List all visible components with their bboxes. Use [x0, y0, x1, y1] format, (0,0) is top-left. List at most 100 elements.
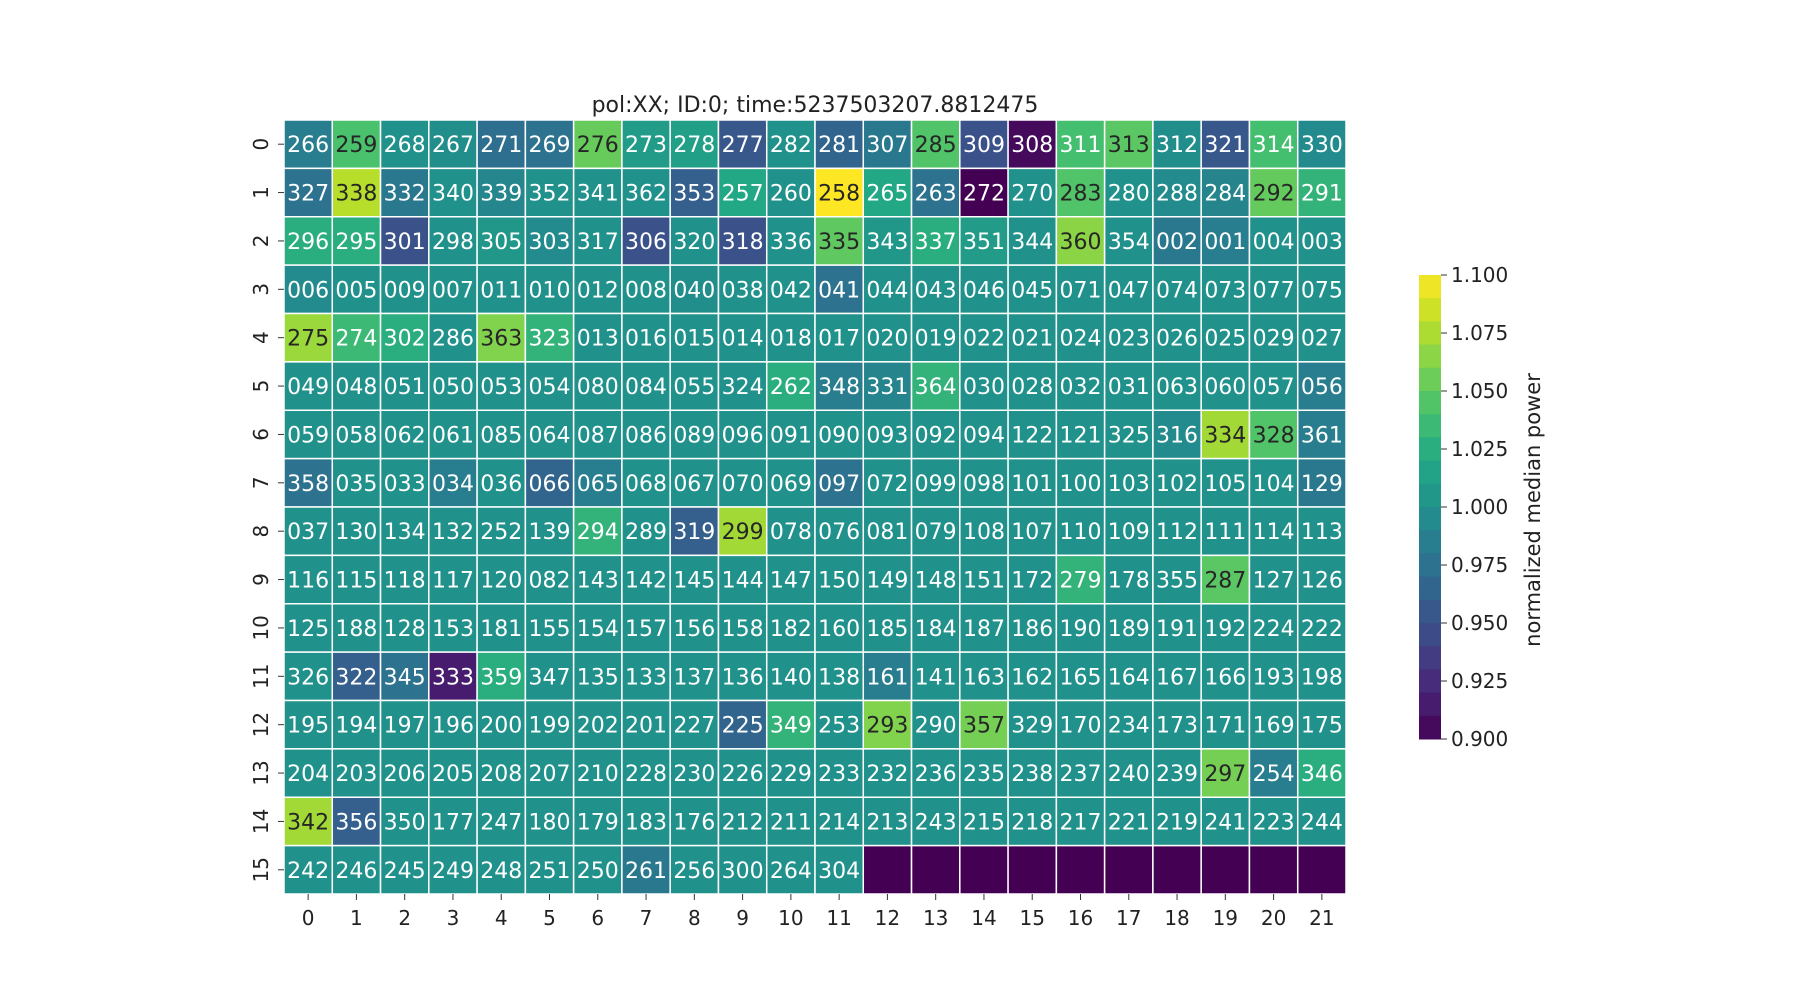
- cell-annotation: 247: [480, 810, 522, 835]
- cell-annotation: 348: [818, 375, 860, 400]
- cell-annotation: 030: [963, 375, 1005, 400]
- cell-annotation: 313: [1108, 133, 1150, 158]
- heatmap-cell: [524, 506, 575, 557]
- cell-annotation: 114: [1253, 520, 1295, 545]
- cell-annotation: 329: [1011, 714, 1053, 739]
- heatmap-cell: [1200, 506, 1251, 557]
- cell-annotation: 138: [818, 665, 860, 690]
- cell-annotation: 038: [722, 278, 764, 303]
- heatmap-cell: [1055, 312, 1106, 363]
- cell-annotation: 328: [1253, 423, 1295, 448]
- heatmap-cell: [1296, 361, 1347, 411]
- x-tick-label: 8: [688, 906, 701, 930]
- cell-annotation: 212: [722, 810, 764, 835]
- x-tick-label: 3: [447, 906, 460, 930]
- heatmap-cell: [1200, 554, 1251, 605]
- heatmap-cell: [910, 167, 961, 218]
- colorbar-segment: [1419, 715, 1441, 740]
- colorbar-segment: [1419, 507, 1441, 531]
- cell-annotation: 133: [625, 665, 667, 690]
- heatmap-cell: [1103, 506, 1154, 557]
- cell-annotation: 251: [529, 859, 571, 884]
- cell-annotation: 342: [287, 810, 329, 835]
- x-tick-label: 17: [1116, 906, 1141, 930]
- cell-annotation: 164: [1108, 665, 1150, 690]
- colorbar-segment: [1419, 344, 1441, 369]
- cell-annotation: 175: [1301, 714, 1343, 739]
- cell-annotation: 002: [1156, 230, 1198, 255]
- cell-annotation: 319: [673, 520, 715, 545]
- cell-annotation: 162: [1011, 665, 1053, 690]
- x-tick-label: 2: [398, 906, 411, 930]
- cell-annotation: 007: [432, 278, 474, 303]
- cell-annotation: 098: [963, 472, 1005, 497]
- heatmap-cell: [959, 264, 1009, 315]
- colorbar-segment: [1419, 483, 1441, 508]
- cell-annotation: 237: [1060, 762, 1102, 787]
- cell-annotation: 167: [1156, 665, 1198, 690]
- y-tick-label: 1: [249, 186, 273, 199]
- cell-annotation: 032: [1060, 375, 1102, 400]
- cell-annotation: 065: [577, 472, 619, 497]
- cell-annotation: 176: [673, 810, 715, 835]
- y-tick-label: 13: [249, 760, 273, 785]
- heatmap-cell: [1055, 506, 1106, 557]
- cell-annotation: 246: [335, 859, 377, 884]
- heatmap-cell: [524, 603, 575, 653]
- cell-annotation: 019: [915, 327, 957, 352]
- cell-annotation: 284: [1204, 182, 1246, 207]
- colorbar-tick-label: 0.950: [1451, 611, 1508, 635]
- cell-annotation: 066: [529, 472, 571, 497]
- cell-annotation: 266: [287, 133, 329, 158]
- cell-annotation: 154: [577, 617, 619, 642]
- cell-annotation: 064: [529, 423, 571, 448]
- cell-annotation: 143: [577, 569, 619, 594]
- heatmap-cell: [621, 554, 671, 605]
- cell-annotation: 337: [915, 230, 957, 255]
- cell-annotation: 105: [1204, 472, 1246, 497]
- heatmap-cell: [476, 506, 527, 557]
- cell-annotation: 335: [818, 230, 860, 255]
- cell-annotation: 078: [770, 520, 812, 545]
- heatmap-cell: [283, 554, 334, 605]
- cell-annotation: 325: [1108, 423, 1150, 448]
- cell-annotation: 055: [673, 375, 715, 400]
- cell-annotation: 141: [915, 665, 957, 690]
- cell-annotation: 137: [673, 665, 715, 690]
- cell-annotation: 170: [1060, 714, 1102, 739]
- heatmap-cell: [283, 699, 334, 750]
- heatmap-cell: [283, 264, 334, 315]
- heatmap-cell: [1248, 119, 1299, 170]
- heatmap-cell: [1055, 216, 1106, 266]
- cell-annotation: 192: [1204, 617, 1246, 642]
- heatmap-cell: [331, 603, 382, 653]
- heatmap-cell: [669, 312, 720, 363]
- heatmap-cell: [1296, 312, 1347, 363]
- heatmap-cell: [1152, 264, 1202, 315]
- cell-annotation: 351: [963, 230, 1005, 255]
- cell-annotation: 134: [384, 520, 426, 545]
- heatmap-cell: [1007, 312, 1058, 363]
- cell-annotation: 027: [1301, 327, 1343, 352]
- cell-annotation: 091: [770, 423, 812, 448]
- heatmap-cell: [1152, 844, 1202, 895]
- heatmap-cell: [910, 748, 961, 798]
- cell-annotation: 156: [673, 617, 715, 642]
- cell-annotation: 005: [335, 278, 377, 303]
- heatmap-cell: [476, 167, 527, 218]
- heatmap-cell: [1007, 409, 1058, 460]
- heatmap-cell: [1296, 264, 1347, 315]
- heatmap-cell: [910, 554, 961, 605]
- x-tick-label: 4: [495, 906, 508, 930]
- heatmap-cell: [717, 554, 768, 605]
- heatmap-cell: [331, 796, 382, 847]
- heatmap-cell: [1152, 748, 1202, 798]
- cell-annotation: 014: [722, 327, 764, 352]
- cell-annotation: 076: [818, 520, 860, 545]
- heatmap-cell: [910, 119, 961, 170]
- heatmap-cell: [1296, 457, 1347, 508]
- cell-annotation: 263: [915, 182, 957, 207]
- cell-annotation: 016: [625, 327, 667, 352]
- cell-annotation: 089: [673, 423, 715, 448]
- cell-annotation: 183: [625, 810, 667, 835]
